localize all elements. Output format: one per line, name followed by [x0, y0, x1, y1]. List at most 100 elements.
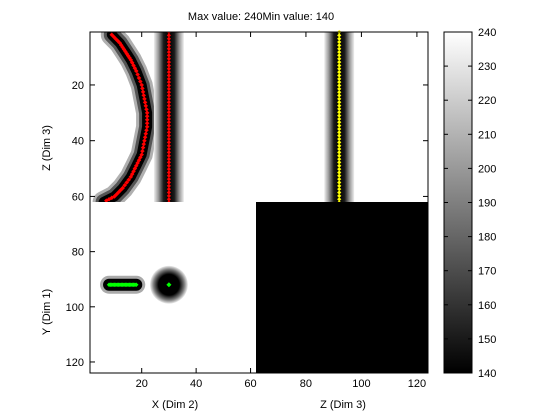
line-point-red	[166, 39, 172, 45]
y-label-top: Z (Dim 3)	[41, 125, 53, 171]
line-point-red	[166, 177, 172, 182]
panel-top-left	[90, 32, 256, 202]
x-label-left: X (Dim 2)	[152, 399, 198, 411]
line-point-red	[166, 136, 172, 142]
line-point-red	[166, 120, 172, 125]
line-point-red	[166, 80, 172, 85]
line-point-red	[166, 130, 172, 135]
line-point-yellow	[337, 183, 342, 188]
line-point-red	[166, 187, 172, 192]
line-point-red	[166, 110, 172, 115]
colorbar-tick-label: 200	[478, 163, 496, 175]
arc-point	[144, 114, 150, 119]
arc-point	[144, 110, 150, 116]
y-tick-label: 20	[72, 80, 84, 92]
line-point-yellow	[337, 187, 342, 192]
line-point-red	[166, 33, 172, 38]
y-tick-label: 120	[66, 357, 84, 369]
line-point-red	[166, 190, 172, 195]
line-point-yellow	[337, 143, 342, 148]
line-point-yellow	[337, 160, 342, 165]
line-point-yellow	[337, 170, 342, 175]
line-point-red	[166, 66, 172, 71]
arc-point	[144, 124, 150, 130]
x-tick-label: 120	[408, 378, 426, 390]
arc-point	[144, 117, 150, 123]
line-point-yellow	[337, 146, 342, 152]
x-tick-label: 100	[352, 378, 370, 390]
arc-point	[144, 107, 149, 112]
line-point-yellow	[337, 133, 342, 138]
line-point-red	[166, 73, 172, 78]
line-point-red	[166, 166, 172, 172]
panel-bottom-right	[256, 202, 428, 373]
colorbar-tick-label: 230	[478, 61, 496, 73]
line-point-yellow	[337, 163, 342, 168]
colorbar-tick-label: 160	[478, 300, 496, 312]
line-point-yellow	[337, 190, 342, 195]
colorbar-tick-label: 140	[478, 368, 496, 380]
y-label-bottom: Y (Dim 1)	[41, 289, 53, 335]
line-point-yellow	[337, 153, 342, 158]
panel-bottom-left	[90, 202, 256, 373]
line-point-red	[166, 160, 172, 165]
arc-point	[142, 100, 148, 105]
colorbar-gradient	[443, 31, 473, 374]
line-point-red	[166, 106, 172, 112]
chart-title: Max value: 240Min value: 140	[188, 11, 334, 23]
y-tick-label: 40	[72, 136, 84, 148]
line-point-red	[166, 70, 172, 75]
line-point-red	[166, 156, 172, 162]
x-tick-label: 60	[244, 378, 256, 390]
line-point-red	[166, 153, 172, 158]
line-point-red	[166, 56, 172, 61]
line-point-red	[166, 113, 172, 118]
line-point-red	[166, 123, 172, 128]
line-point-red	[166, 46, 172, 51]
line-point-red	[166, 63, 172, 68]
colorbar-tick-label: 180	[478, 232, 496, 244]
line-point-red	[166, 173, 172, 178]
line-point-red	[166, 163, 172, 168]
line-point-red	[166, 32, 172, 35]
line-point-red	[166, 83, 172, 88]
line-point-yellow	[337, 150, 342, 155]
line-point-red	[166, 53, 172, 58]
circle-center-point	[166, 282, 172, 288]
y-tick-label: 100	[66, 302, 84, 314]
line-point-red	[166, 183, 172, 188]
line-point-red	[166, 140, 172, 145]
y-tick-label: 60	[72, 191, 84, 203]
axis-ticks: 20 40 60 80 100 120 20 40 60 80 100 120	[66, 32, 428, 390]
line-point-red	[166, 193, 172, 198]
arc-point	[140, 86, 145, 91]
arc-point	[141, 93, 147, 98]
line-point-red	[166, 100, 172, 105]
line-point-red	[166, 146, 172, 152]
line-point-red	[166, 93, 172, 98]
line-point-yellow	[337, 156, 342, 162]
x-tick-label: 20	[136, 378, 148, 390]
arc-point	[143, 103, 149, 109]
line-point-yellow	[337, 130, 342, 135]
line-point-red	[166, 150, 172, 155]
arc-point	[140, 89, 146, 95]
line-point-red	[166, 59, 172, 65]
y-tick-label: 80	[72, 247, 84, 259]
colorbar: 140 150 160 170 180 190 200 210 220 230 240	[443, 27, 496, 380]
line-point-red	[166, 200, 172, 202]
line-point-red	[166, 49, 172, 55]
x-label-right: Z (Dim 3)	[320, 399, 366, 411]
line-point-yellow	[337, 193, 342, 198]
line-point-red	[166, 143, 172, 148]
line-point-yellow	[337, 173, 342, 178]
line-point-yellow	[337, 166, 342, 172]
line-point-yellow	[337, 136, 342, 142]
colorbar-tick-label: 220	[478, 95, 496, 107]
colorbar-tick-label: 190	[478, 198, 496, 210]
line-point-red	[166, 43, 172, 48]
arc-point	[126, 177, 132, 182]
colorbar-tick-label: 170	[478, 266, 496, 278]
line-point-red	[166, 76, 172, 81]
